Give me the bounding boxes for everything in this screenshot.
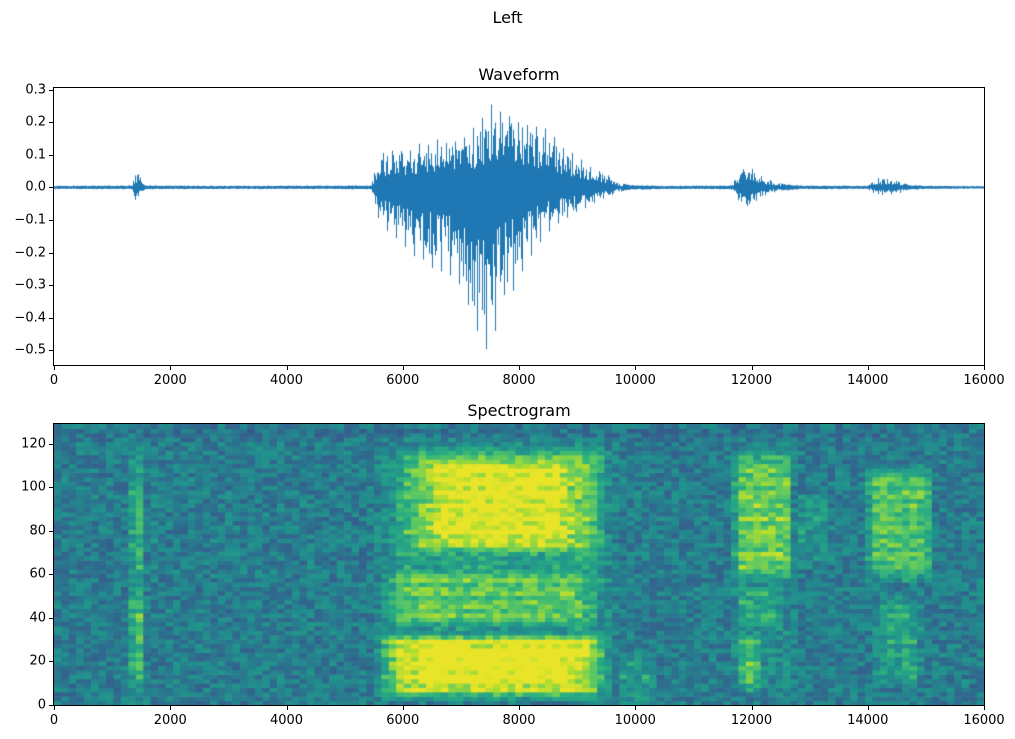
figure-title: Left xyxy=(492,8,523,27)
y-tick-label: 120 xyxy=(21,436,46,452)
x-tick-label: 2000 xyxy=(153,713,187,728)
x-tick-label: 16000 xyxy=(963,713,1005,728)
x-tick-mark xyxy=(519,366,520,370)
x-tick-mark xyxy=(751,366,753,370)
x-tick-label: 8000 xyxy=(502,373,536,388)
y-tick-label: −0.5 xyxy=(14,342,46,358)
y-tick-label: 80 xyxy=(29,523,46,539)
y-tick-label: −0.4 xyxy=(14,310,46,326)
waveform-axes xyxy=(53,87,985,366)
spectrogram-plot xyxy=(54,424,984,705)
x-tick-mark xyxy=(519,706,520,710)
x-tick-label: 12000 xyxy=(730,713,773,728)
y-tick-label: 0 xyxy=(37,697,46,713)
x-tick-mark xyxy=(867,366,869,370)
x-tick-mark xyxy=(751,706,753,710)
x-tick-label: 6000 xyxy=(386,713,420,728)
waveform-plot xyxy=(54,88,984,365)
x-tick-label: 0 xyxy=(49,373,59,388)
y-tick-label: 40 xyxy=(29,610,46,626)
x-tick-label: 8000 xyxy=(502,713,536,728)
y-tick-label: −0.2 xyxy=(14,245,46,261)
y-tick-label: 0.2 xyxy=(25,114,46,130)
x-tick-label: 14000 xyxy=(847,373,889,388)
y-tick-label: 100 xyxy=(21,479,46,495)
x-tick-mark xyxy=(286,366,288,370)
x-tick-mark xyxy=(984,366,985,370)
x-tick-mark xyxy=(402,366,404,370)
x-tick-label: 12000 xyxy=(730,373,773,388)
x-tick-label: 0 xyxy=(49,713,59,728)
x-tick-mark xyxy=(984,706,985,710)
y-tick-label: −0.3 xyxy=(14,277,46,293)
y-tick-label: 20 xyxy=(29,653,46,669)
x-tick-label: 4000 xyxy=(269,713,304,728)
x-tick-mark xyxy=(635,706,637,710)
x-tick-label: 10000 xyxy=(614,713,656,728)
x-tick-mark xyxy=(402,706,404,710)
y-tick-label: −0.1 xyxy=(14,212,46,228)
x-tick-label: 16000 xyxy=(963,373,1005,388)
x-tick-mark xyxy=(54,366,55,370)
x-tick-label: 2000 xyxy=(153,373,187,388)
x-tick-label: 4000 xyxy=(269,373,304,388)
x-tick-label: 6000 xyxy=(386,373,420,388)
spectrogram-title: Spectrogram xyxy=(467,401,571,420)
x-tick-mark xyxy=(635,366,637,370)
y-tick-label: 0.0 xyxy=(25,179,46,195)
waveform-title: Waveform xyxy=(478,65,560,84)
x-tick-mark xyxy=(170,706,172,710)
y-tick-label: 0.1 xyxy=(25,147,46,163)
x-tick-mark xyxy=(286,706,288,710)
y-tick-label: 60 xyxy=(29,566,46,582)
x-tick-mark xyxy=(867,706,869,710)
x-tick-mark xyxy=(170,366,172,370)
x-tick-label: 10000 xyxy=(614,373,656,388)
x-tick-mark xyxy=(54,706,55,710)
x-tick-label: 14000 xyxy=(847,713,889,728)
y-tick-label: 0.3 xyxy=(25,82,46,98)
spectrogram-axes xyxy=(53,423,985,706)
